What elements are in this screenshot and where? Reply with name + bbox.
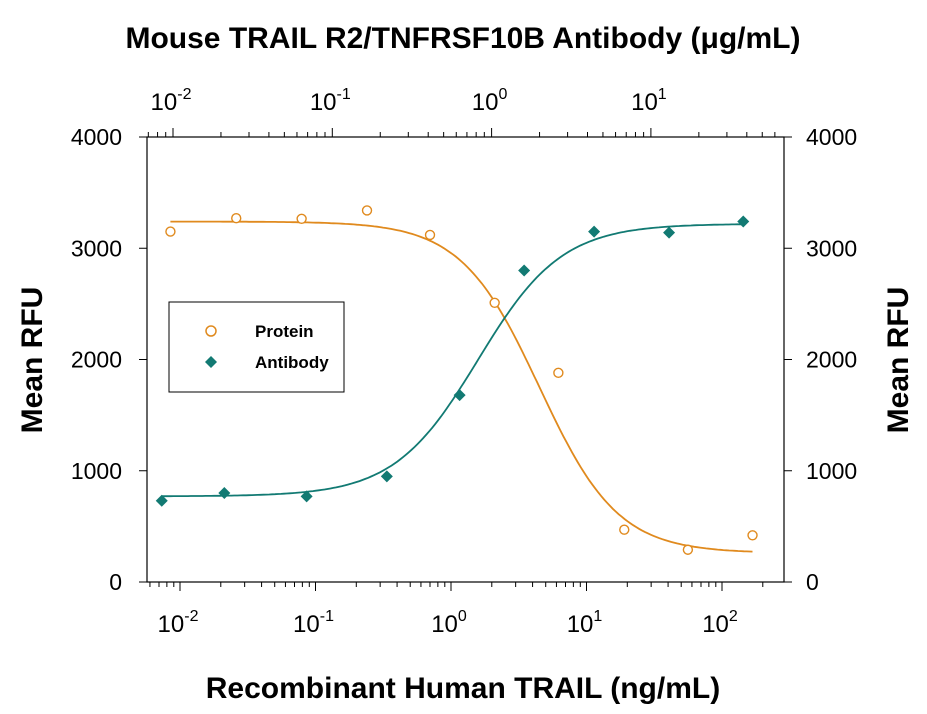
y-tick-label-left: 3000: [71, 235, 122, 261]
data-point-antibody: [453, 389, 466, 402]
legend-label-antibody: Antibody: [255, 353, 329, 372]
data-point-protein: [296, 213, 307, 224]
fit-curve-protein: [170, 220, 753, 553]
legend-marker-protein: [205, 325, 217, 337]
bottom-axis: 10-2 10-1 100 101 102: [149, 582, 764, 638]
data-point-antibody: [300, 490, 313, 503]
data-points: [155, 205, 758, 555]
legend: Protein Antibody: [168, 301, 345, 393]
y-tick-label-left: 0: [109, 569, 122, 595]
plot-frame: [146, 136, 785, 583]
data-point-protein: [747, 530, 758, 541]
data-point-protein: [489, 297, 500, 308]
x-tick-label: 10-2: [158, 608, 199, 638]
y-axis-label-right: Mean RFU: [882, 287, 915, 434]
fit-curve-antibody: [161, 223, 744, 498]
legend-marker-antibody: [205, 356, 217, 368]
data-point-antibody: [663, 226, 676, 239]
legend-box: [168, 301, 345, 393]
data-point-protein: [619, 524, 630, 535]
data-point-protein: [231, 213, 242, 224]
data-point-antibody: [218, 487, 231, 499]
x-axis-label: Recombinant Human TRAIL (ng/mL): [206, 672, 720, 705]
right-axis: 0 1000 2000 3000 4000: [784, 124, 857, 595]
data-point-protein: [361, 205, 373, 216]
x-tick-label: 101: [567, 608, 603, 638]
y-tick-label-right: 0: [806, 569, 819, 595]
data-point-antibody: [155, 494, 168, 507]
data-point-antibody: [737, 215, 750, 228]
top-axis: 10-2 10-1 100 101: [147, 86, 776, 137]
x-tick-label: 100: [431, 608, 467, 638]
data-point-protein: [553, 367, 564, 379]
data-point-antibody: [588, 225, 601, 238]
legend-label-protein: Protein: [255, 322, 314, 341]
x-tick-label: 102: [702, 608, 738, 638]
top-tick-label: 10-2: [151, 86, 192, 116]
top-tick-label: 100: [472, 86, 508, 116]
y-tick-label-right: 3000: [806, 235, 857, 261]
x-tick-label: 10-1: [293, 608, 334, 638]
y-tick-label-right: 4000: [806, 124, 857, 150]
data-point-protein: [165, 226, 176, 237]
chart-title: Mouse TRAIL R2/TNFRSF10B Antibody (μg/mL…: [125, 22, 800, 55]
data-point-antibody: [380, 470, 393, 483]
y-tick-label-left: 1000: [71, 458, 122, 484]
fit-curves: [161, 220, 753, 553]
data-point-protein: [424, 229, 436, 241]
y-tick-label-right: 2000: [806, 347, 857, 373]
y-tick-label-right: 1000: [806, 458, 857, 484]
y-tick-label-left: 4000: [71, 124, 122, 150]
data-point-protein: [682, 544, 694, 555]
left-axis: 0 1000 2000 3000 4000: [71, 124, 147, 595]
y-tick-label-left: 2000: [71, 347, 122, 373]
top-tick-label: 101: [631, 86, 667, 116]
top-tick-label: 10-1: [310, 86, 351, 116]
y-axis-label-left: Mean RFU: [16, 287, 49, 434]
data-point-antibody: [518, 264, 531, 277]
